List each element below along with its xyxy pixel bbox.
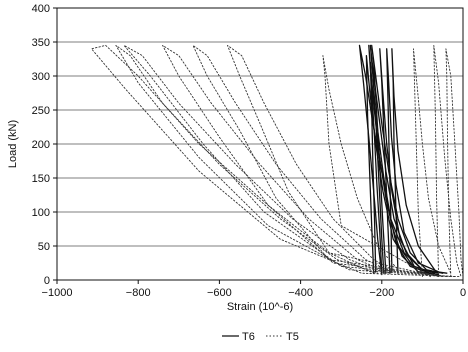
y-tick-label: 100 — [32, 207, 50, 219]
y-axis-title: Load (kN) — [7, 120, 19, 168]
y-tick-label: 350 — [32, 37, 50, 49]
series-T6-loop-6 — [386, 48, 440, 273]
y-tick-label: 150 — [32, 173, 50, 185]
y-axis-ticks: 0 50 100 150 200 250 300 350 400 — [32, 3, 57, 287]
grid — [57, 41, 463, 247]
series-T6-loop-8 — [369, 61, 415, 273]
x-tick-label: 0 — [460, 287, 466, 299]
x-axis-title: Strain (10^-6) — [227, 301, 293, 313]
series-T5-loop-10 — [433, 44, 462, 278]
legend: T6 T5 — [222, 331, 299, 343]
y-tick-label: 250 — [32, 105, 50, 117]
y-tick-label: 50 — [38, 241, 50, 253]
y-tick-label: 300 — [32, 71, 50, 83]
x-axis-ticks: −1000 −800 −600 −400 −200 0 — [42, 280, 466, 299]
x-tick-label: −200 — [369, 287, 394, 299]
series-T5-loop-2 — [115, 44, 456, 278]
y-tick-label: 0 — [44, 275, 50, 287]
y-tick-label: 200 — [32, 139, 50, 151]
series-T5-loop-7 — [322, 55, 431, 278]
series-T5-loop-9 — [445, 48, 464, 278]
legend-label-T6: T6 — [242, 331, 255, 343]
x-tick-label: −400 — [288, 287, 313, 299]
series-T5-loop-5 — [192, 44, 444, 278]
x-tick-label: −600 — [207, 287, 232, 299]
series-T5-loop-6 — [227, 44, 440, 278]
y-tick-label: 400 — [32, 3, 50, 15]
series-T6-loop-4 — [371, 44, 444, 274]
series-T6 — [358, 44, 448, 276]
legend-label-T5: T5 — [286, 331, 299, 343]
series-T6-loop-9 — [391, 48, 436, 274]
x-tick-label: −800 — [126, 287, 151, 299]
series-T5-loop-1 — [91, 44, 460, 278]
series-T5-loop-8 — [413, 48, 452, 278]
plot-series — [91, 44, 464, 278]
series-T6-loop-3 — [379, 48, 436, 274]
series-T5-loop-3 — [123, 44, 452, 278]
series-T5 — [91, 44, 464, 278]
series-T5-loop-4 — [162, 44, 448, 278]
series-T6-loop-7 — [365, 54, 432, 274]
x-tick-label: −1000 — [42, 287, 73, 299]
